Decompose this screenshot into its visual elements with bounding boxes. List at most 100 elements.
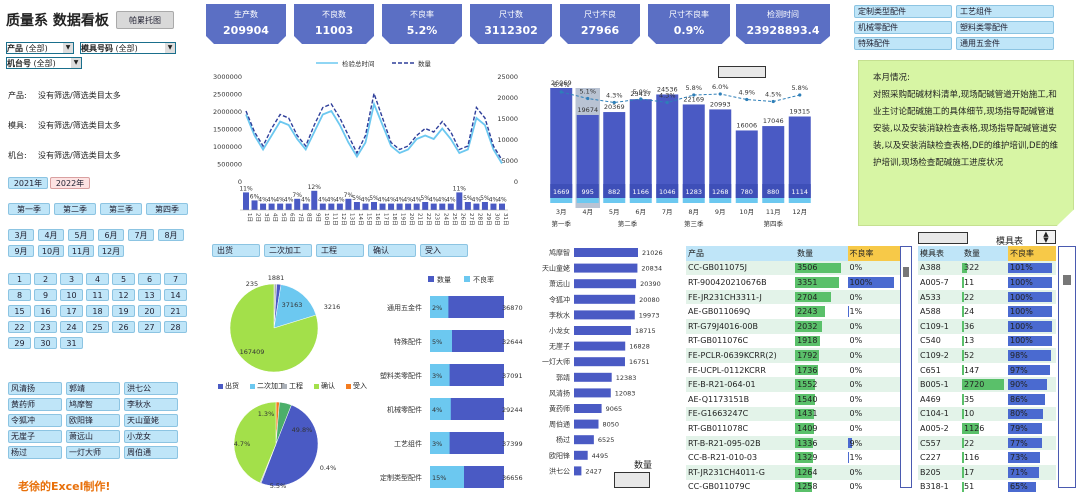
person-slicer-6[interactable]: 令狐冲 <box>8 414 62 427</box>
person-slicer-2[interactable]: 洪七公 <box>124 382 178 395</box>
day-slicer-1[interactable]: 2 <box>34 273 57 285</box>
table-row[interactable]: A005-2 1126 79% <box>918 421 1056 436</box>
process-tab-3[interactable]: 确认 <box>368 244 416 257</box>
category-filter-3[interactable]: 塑料类零配件 <box>956 21 1054 34</box>
chevron-down-icon[interactable]: ▼ <box>71 58 81 68</box>
table-row[interactable]: FE-PCLR-0639KCRR(2) 1792 0% <box>686 348 900 363</box>
pareto-toggle-button[interactable]: 帕累托图 <box>116 11 174 29</box>
quarter-slicer-0[interactable]: 第一季 <box>8 203 50 215</box>
year-slicer-0[interactable]: 2021年 <box>8 177 48 189</box>
month-slicer-2[interactable]: 5月 <box>68 229 94 241</box>
table-row[interactable]: RT-900420210676B 3351 100% <box>686 275 900 290</box>
person-slicer-10[interactable]: 萧远山 <box>66 430 120 443</box>
day-slicer-3[interactable]: 4 <box>86 273 109 285</box>
month-slicer-7[interactable]: 10月 <box>38 245 64 257</box>
day-slicer-13[interactable]: 14 <box>164 289 187 301</box>
person-slicer-3[interactable]: 黄药师 <box>8 398 62 411</box>
category-filter-2[interactable]: 机械零配件 <box>854 21 952 34</box>
day-slicer-5[interactable]: 6 <box>138 273 161 285</box>
scroll-thumb[interactable] <box>1063 275 1071 285</box>
table-row[interactable]: A469 35 86% <box>918 391 1056 407</box>
day-slicer-22[interactable]: 23 <box>34 321 57 333</box>
day-slicer-20[interactable]: 21 <box>164 305 187 317</box>
month-slicer-0[interactable]: 3月 <box>8 229 34 241</box>
table-row[interactable]: B205 17 71% <box>918 464 1056 480</box>
day-slicer-18[interactable]: 19 <box>112 305 135 317</box>
filter-machine[interactable]: 机台号 (全部) ▼ <box>6 57 82 69</box>
column-header[interactable]: 产品 <box>686 246 796 261</box>
day-slicer-7[interactable]: 8 <box>8 289 31 301</box>
table-row[interactable]: AE-Q1173151B 1540 0% <box>686 391 900 407</box>
day-slicer-12[interactable]: 13 <box>138 289 161 301</box>
table-row[interactable]: C109-1 36 100% <box>918 318 1056 334</box>
day-slicer-21[interactable]: 22 <box>8 321 31 333</box>
category-filter-0[interactable]: 定制类型配件 <box>854 5 952 18</box>
process-tab-4[interactable]: 受入 <box>420 244 468 257</box>
day-slicer-9[interactable]: 10 <box>60 289 83 301</box>
quarter-slicer-3[interactable]: 第四季 <box>146 203 188 215</box>
table-row[interactable]: C651 147 97% <box>918 362 1056 378</box>
column-header[interactable]: 模具表 <box>918 246 962 261</box>
scroll-thumb[interactable] <box>903 267 909 277</box>
day-slicer-14[interactable]: 15 <box>8 305 31 317</box>
person-slicer-4[interactable]: 鸠摩智 <box>66 398 120 411</box>
table-row[interactable]: RT-JR231CH4011-G 1264 0% <box>686 464 900 480</box>
table-row[interactable]: A588 24 100% <box>918 304 1056 319</box>
table-row[interactable]: AE-GB011069Q 2243 1% <box>686 304 900 319</box>
month-slicer-9[interactable]: 12月 <box>98 245 124 257</box>
day-slicer-17[interactable]: 18 <box>86 305 109 317</box>
quarter-slicer-2[interactable]: 第三季 <box>100 203 142 215</box>
day-slicer-25[interactable]: 26 <box>112 321 135 333</box>
month-slicer-3[interactable]: 6月 <box>98 229 124 241</box>
person-slicer-14[interactable]: 周伯通 <box>124 446 178 459</box>
table-row[interactable]: C540 13 100% <box>918 333 1056 349</box>
column-header[interactable]: 数量 <box>795 246 848 261</box>
column-header[interactable]: 数量 <box>962 246 1008 261</box>
column-header[interactable]: 不良率 <box>1008 246 1056 261</box>
chart-scroll-control[interactable] <box>718 66 766 78</box>
day-slicer-29[interactable]: 30 <box>34 337 57 349</box>
day-slicer-28[interactable]: 29 <box>8 337 31 349</box>
person-slicer-9[interactable]: 无崖子 <box>8 430 62 443</box>
person-slicer-5[interactable]: 李秋水 <box>124 398 178 411</box>
mold-table-slider[interactable] <box>918 232 968 244</box>
table-row[interactable]: A388 322 101% <box>918 260 1056 276</box>
person-slicer-0[interactable]: 风清扬 <box>8 382 62 395</box>
day-slicer-27[interactable]: 28 <box>164 321 187 333</box>
process-tab-1[interactable]: 二次加工 <box>264 244 312 257</box>
table-row[interactable]: CC-GB011079C 1258 0% <box>686 479 900 495</box>
mold-table-scrollbar[interactable] <box>1058 246 1076 488</box>
chevron-down-icon[interactable]: ▼ <box>63 43 73 53</box>
table-row[interactable]: CC-GB011075J 3506 0% <box>686 260 900 276</box>
day-slicer-30[interactable]: 31 <box>60 337 83 349</box>
person-slicer-7[interactable]: 欧阳锋 <box>66 414 120 427</box>
person-chart-scroll[interactable] <box>614 472 650 488</box>
table-row[interactable]: FE-G1663247C 1431 0% <box>686 406 900 422</box>
day-slicer-26[interactable]: 27 <box>138 321 161 333</box>
month-slicer-6[interactable]: 9月 <box>8 245 34 257</box>
process-tab-0[interactable]: 出货 <box>212 244 260 257</box>
day-slicer-0[interactable]: 1 <box>8 273 31 285</box>
table-row[interactable]: RT-G79J4016-00B 2032 0% <box>686 318 900 334</box>
chevron-down-icon[interactable]: ▼ <box>165 43 175 53</box>
table-row[interactable]: FE-UCPL-0112KCRR 1736 0% <box>686 362 900 378</box>
day-slicer-19[interactable]: 20 <box>138 305 161 317</box>
month-slicer-1[interactable]: 4月 <box>38 229 64 241</box>
person-slicer-12[interactable]: 杨过 <box>8 446 62 459</box>
table-row[interactable]: FE-B-R21-064-01 1552 0% <box>686 377 900 392</box>
table-row[interactable]: B318-1 51 65% <box>918 479 1056 495</box>
day-slicer-16[interactable]: 17 <box>60 305 83 317</box>
table-row[interactable]: A005-7 11 100% <box>918 275 1056 290</box>
day-slicer-24[interactable]: 25 <box>86 321 109 333</box>
category-filter-5[interactable]: 通用五金件 <box>956 37 1054 50</box>
category-filter-4[interactable]: 特殊配件 <box>854 37 952 50</box>
day-slicer-2[interactable]: 3 <box>60 273 83 285</box>
product-table-scrollbar[interactable] <box>900 246 912 488</box>
table-row[interactable]: RT-GB011078C 1409 0% <box>686 421 900 436</box>
table-row[interactable]: C227 116 73% <box>918 450 1056 465</box>
category-filter-1[interactable]: 工艺组件 <box>956 5 1054 18</box>
day-slicer-15[interactable]: 16 <box>34 305 57 317</box>
month-slicer-8[interactable]: 11月 <box>68 245 94 257</box>
quarter-slicer-1[interactable]: 第二季 <box>54 203 96 215</box>
person-slicer-1[interactable]: 郭靖 <box>66 382 120 395</box>
